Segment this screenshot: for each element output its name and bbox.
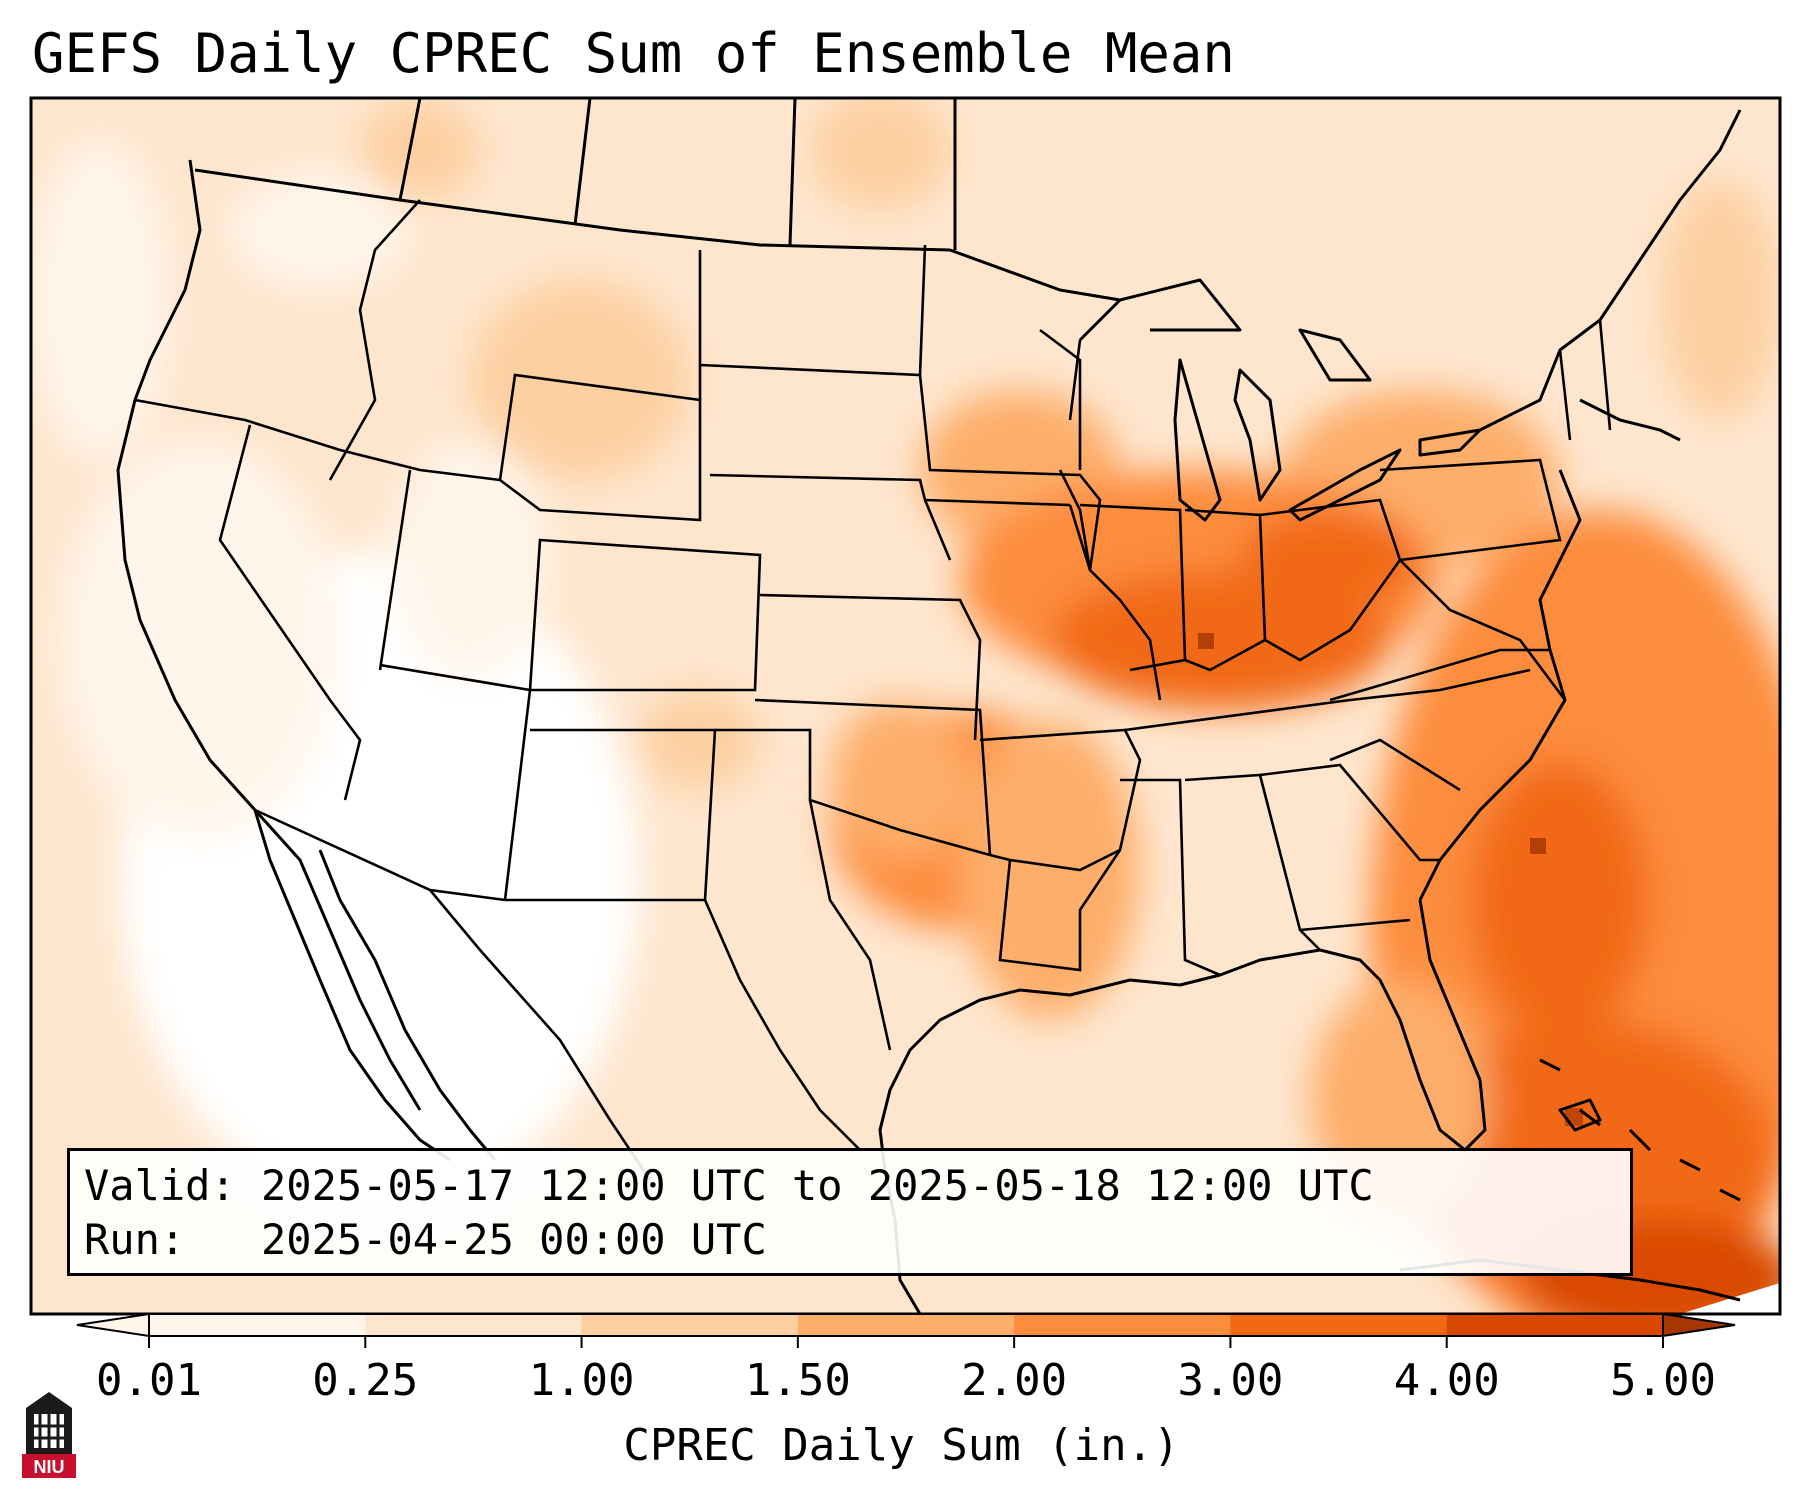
colorbar-segment bbox=[365, 1314, 583, 1336]
colorbar-segment bbox=[797, 1314, 1015, 1336]
info-box: Valid: 2025-05-17 12:00 UTC to 2025-05-1… bbox=[67, 1148, 1633, 1276]
colorbar-frame bbox=[148, 1313, 1664, 1337]
run-value: 2025-04-25 00:00 UTC bbox=[261, 1215, 767, 1264]
valid-value: 2025-05-17 12:00 UTC to 2025-05-18 12:00… bbox=[261, 1161, 1374, 1210]
colorbar-tick-label: 3.00 bbox=[1177, 1355, 1284, 1406]
colorbar-segment bbox=[149, 1314, 366, 1336]
state-borders bbox=[134, 199, 1612, 1181]
colorbar-tick-label: 1.50 bbox=[744, 1355, 851, 1406]
page-title: GEFS Daily CPREC Sum of Ensemble Mean bbox=[32, 22, 1235, 85]
colorbar-extend-min bbox=[76, 1312, 150, 1338]
colorbar-tick-label: 2.00 bbox=[961, 1355, 1068, 1406]
colorbar-segment bbox=[1230, 1314, 1448, 1336]
run-label: Run: bbox=[84, 1215, 186, 1264]
colorbar-segment bbox=[1014, 1314, 1231, 1336]
valid-label: Valid: bbox=[84, 1161, 236, 1210]
colorbar-segment bbox=[581, 1314, 799, 1336]
niu-logo: NIU bbox=[22, 1392, 76, 1478]
colorbar-tick-label: 0.01 bbox=[96, 1355, 202, 1406]
colorbar-segment bbox=[1446, 1314, 1664, 1336]
logo-text: NIU bbox=[34, 1457, 65, 1477]
colorbar-label: CPREC Daily Sum (in.) bbox=[623, 1420, 1180, 1471]
colorbar bbox=[76, 1312, 1736, 1348]
colorbar-tick-label: 0.25 bbox=[312, 1355, 419, 1406]
colorbar-tick-label: 1.00 bbox=[528, 1355, 635, 1406]
colorbar-tick-label: 5.00 bbox=[1610, 1355, 1716, 1406]
colorbar-tick-label: 4.00 bbox=[1393, 1355, 1500, 1406]
colorbar-extend-max bbox=[1662, 1312, 1736, 1338]
